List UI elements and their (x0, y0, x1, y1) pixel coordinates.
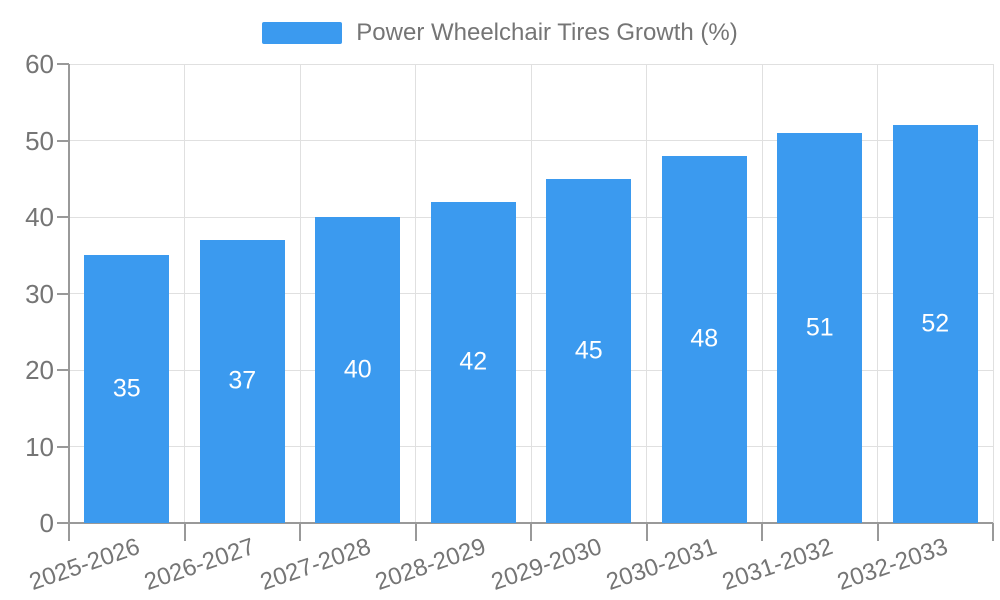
legend[interactable]: Power Wheelchair Tires Growth (%) (0, 20, 1000, 46)
legend-swatch (262, 22, 343, 44)
bar-value-label: 42 (459, 347, 488, 376)
y-axis-tick (57, 445, 69, 448)
y-axis-label: 30 (25, 278, 54, 309)
x-axis-label: 2027-2028 (256, 533, 375, 596)
legend-label: Power Wheelchair Tires Growth (%) (356, 19, 738, 46)
bar-value-label: 51 (805, 313, 834, 342)
x-axis-tick (414, 523, 417, 541)
x-gridline (646, 64, 647, 523)
x-gridline (184, 64, 185, 523)
x-axis-tick (530, 523, 532, 541)
x-axis-label: 2030-2031 (603, 533, 721, 596)
bar-2032-2033[interactable]: 52 (892, 125, 978, 523)
y-axis-tick (57, 216, 69, 218)
x-axis-tick (645, 523, 648, 541)
x-gridline (530, 64, 532, 523)
y-axis-tick (57, 63, 69, 65)
x-gridline (299, 64, 301, 523)
y-axis-label: 50 (25, 125, 54, 156)
x-gridline (415, 64, 416, 523)
y-axis-label: 40 (25, 202, 54, 232)
x-gridline (992, 64, 994, 523)
x-axis-tick (68, 523, 70, 541)
bar-value-label: 45 (574, 336, 603, 365)
x-axis-label: 2028-2029 (372, 533, 490, 596)
y-axis-tick (57, 522, 69, 524)
y-axis-tick (57, 292, 69, 295)
bar-2025-2026[interactable]: 35 (84, 255, 170, 523)
bar-2031-2032[interactable]: 51 (777, 132, 863, 523)
x-axis-label: 2026-2027 (141, 533, 259, 596)
bar-value-label: 52 (921, 309, 950, 338)
x-axis-tick (299, 523, 301, 541)
x-gridline (877, 64, 878, 523)
x-axis-label: 2032-2033 (834, 533, 952, 596)
y-axis-line (68, 64, 70, 524)
bar-2030-2031[interactable]: 48 (661, 155, 747, 523)
x-axis-tick (992, 523, 994, 541)
y-axis-tick (57, 139, 69, 142)
x-axis-line (69, 522, 993, 524)
x-axis-tick (761, 523, 763, 541)
bar-value-label: 48 (690, 324, 719, 353)
x-axis-label: 2031-2032 (718, 533, 837, 596)
y-axis-label: 0 (39, 508, 54, 538)
bar-2028-2029[interactable]: 42 (430, 201, 516, 523)
bar-value-label: 37 (228, 366, 257, 395)
x-axis-tick (183, 523, 186, 541)
x-axis-label: 2029-2030 (487, 533, 606, 596)
y-axis-tick (57, 369, 69, 371)
y-axis-label: 20 (25, 355, 54, 385)
bar-2029-2030[interactable]: 45 (546, 178, 632, 523)
bar-2026-2027[interactable]: 37 (199, 239, 285, 523)
bar-value-label: 40 (343, 355, 372, 384)
x-axis-label: 2025-2026 (25, 533, 144, 596)
y-axis-label: 60 (25, 49, 54, 79)
y-axis-label: 10 (25, 431, 54, 462)
bar-2027-2028[interactable]: 40 (315, 217, 401, 523)
x-axis-tick (876, 523, 879, 541)
bar-value-label: 35 (112, 374, 141, 403)
x-gridline (761, 64, 763, 523)
